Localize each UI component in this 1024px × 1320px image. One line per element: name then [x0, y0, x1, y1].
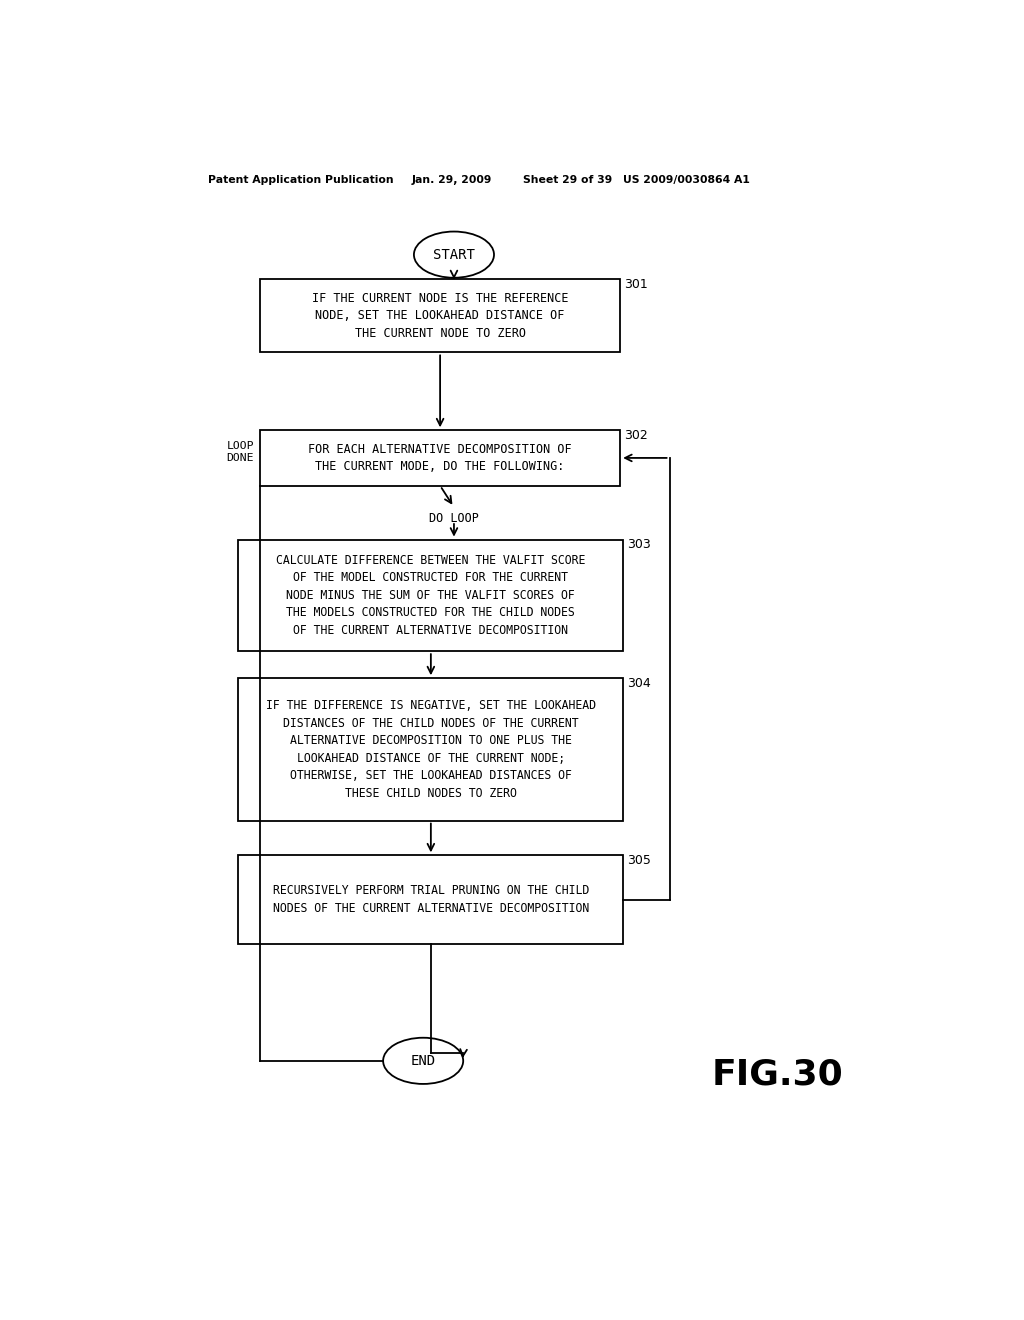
Text: 302: 302 — [625, 429, 648, 442]
Ellipse shape — [383, 1038, 463, 1084]
Text: Patent Application Publication: Patent Application Publication — [208, 176, 393, 185]
Text: CALCULATE DIFFERENCE BETWEEN THE VALFIT SCORE
OF THE MODEL CONSTRUCTED FOR THE C: CALCULATE DIFFERENCE BETWEEN THE VALFIT … — [276, 554, 586, 636]
Text: Sheet 29 of 39: Sheet 29 of 39 — [523, 176, 612, 185]
FancyBboxPatch shape — [239, 678, 624, 821]
Text: IF THE DIFFERENCE IS NEGATIVE, SET THE LOOKAHEAD
DISTANCES OF THE CHILD NODES OF: IF THE DIFFERENCE IS NEGATIVE, SET THE L… — [266, 700, 596, 800]
Ellipse shape — [414, 231, 494, 277]
Text: RECURSIVELY PERFORM TRIAL PRUNING ON THE CHILD
NODES OF THE CURRENT ALTERNATIVE : RECURSIVELY PERFORM TRIAL PRUNING ON THE… — [272, 884, 589, 915]
Text: FOR EACH ALTERNATIVE DECOMPOSITION OF
THE CURRENT MODE, DO THE FOLLOWING:: FOR EACH ALTERNATIVE DECOMPOSITION OF TH… — [308, 442, 572, 473]
Text: Jan. 29, 2009: Jan. 29, 2009 — [412, 176, 492, 185]
Text: 303: 303 — [628, 539, 651, 550]
Text: 304: 304 — [628, 677, 651, 689]
Text: 305: 305 — [628, 854, 651, 867]
Text: LOOP
DONE: LOOP DONE — [226, 441, 254, 462]
Text: DO LOOP: DO LOOP — [429, 512, 479, 525]
FancyBboxPatch shape — [239, 855, 624, 944]
FancyBboxPatch shape — [260, 430, 621, 486]
Text: START: START — [433, 248, 475, 261]
FancyBboxPatch shape — [260, 280, 621, 352]
FancyBboxPatch shape — [239, 540, 624, 651]
Text: END: END — [411, 1053, 436, 1068]
Text: FIG.30: FIG.30 — [712, 1057, 844, 1092]
Text: 301: 301 — [625, 277, 648, 290]
Text: US 2009/0030864 A1: US 2009/0030864 A1 — [624, 176, 751, 185]
Text: IF THE CURRENT NODE IS THE REFERENCE
NODE, SET THE LOOKAHEAD DISTANCE OF
THE CUR: IF THE CURRENT NODE IS THE REFERENCE NOD… — [312, 292, 568, 339]
